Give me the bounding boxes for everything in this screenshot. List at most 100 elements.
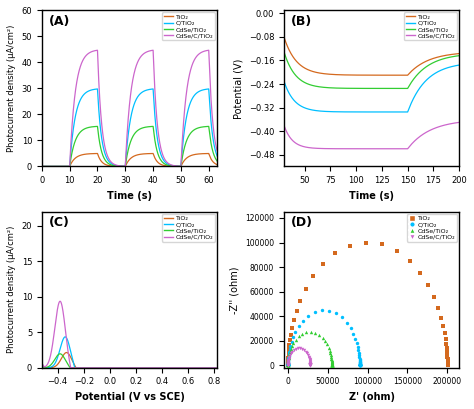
C/TiO₂ [356,362,364,369]
C/TiO₂ [356,354,363,360]
C/TiO₂ [356,358,364,365]
CdSe/C/TiO₂ [284,360,292,366]
TiO₂ [69,159,75,164]
TiO₂ [346,243,354,249]
C/TiO₂ [456,63,462,67]
C/TiO₂ [353,340,361,346]
CdSe/TiO₂ [323,341,331,348]
TiO₂ [285,345,293,352]
CdSe/C/TiO₂ [307,362,314,368]
C/TiO₂ [62,335,68,339]
CdSe/TiO₂ [287,346,294,353]
CdSe/TiO₂ [328,362,336,369]
C/TiO₂ [284,361,292,368]
TiO₂ [444,350,451,357]
C/TiO₂ [356,362,364,369]
TiO₂ [331,250,339,257]
C/TiO₂ [59,164,64,169]
TiO₂ [281,34,287,39]
CdSe/C/TiO₂ [307,361,314,368]
CdSe/TiO₂ [284,362,292,368]
TiO₂ [284,361,292,367]
C/TiO₂ [284,359,292,365]
CdSe/C/TiO₂ [405,146,410,151]
CdSe/TiO₂ [284,360,292,366]
CdSe/TiO₂ [328,362,336,369]
CdSe/C/TiO₂ [307,362,314,369]
TiO₂ [444,358,451,364]
C/TiO₂ [39,164,45,169]
CdSe/C/TiO₂ [307,362,314,369]
TiO₂ [284,362,292,368]
TiO₂ [284,361,292,367]
C/TiO₂ [288,339,295,345]
C/TiO₂ [211,140,217,145]
TiO₂ [444,360,451,367]
CdSe/TiO₂ [328,362,336,369]
CdSe/TiO₂ [69,149,75,154]
CdSe/C/TiO₂ [306,356,313,363]
CdSe/TiO₂ [328,361,336,368]
TiO₂ [293,308,301,315]
C/TiO₂ [292,328,299,335]
CdSe/TiO₂ [328,354,335,360]
TiO₂ [210,365,215,370]
TiO₂ [286,342,293,348]
CdSe/C/TiO₂ [214,365,220,370]
C/TiO₂ [356,357,364,363]
CdSe/C/TiO₂ [307,362,314,369]
CdSe/TiO₂ [321,338,329,344]
CdSe/C/TiO₂ [214,148,220,153]
C/TiO₂ [285,349,293,355]
CdSe/C/TiO₂ [307,362,314,368]
Line: CdSe/C/TiO₂: CdSe/C/TiO₂ [284,122,459,149]
CdSe/C/TiO₂ [284,360,292,367]
CdSe/C/TiO₂ [284,358,292,364]
TiO₂ [284,362,292,369]
CdSe/C/TiO₂ [307,362,314,369]
TiO₂ [444,362,451,368]
C/TiO₂ [350,330,357,337]
TiO₂ [319,261,327,267]
C/TiO₂ [356,360,364,367]
CdSe/TiO₂ [315,331,323,338]
CdSe/TiO₂ [328,362,336,369]
CdSe/TiO₂ [328,361,336,368]
C/TiO₂ [356,361,364,368]
CdSe/C/TiO₂ [284,361,292,368]
X-axis label: Time (s): Time (s) [107,191,152,201]
TiO₂ [284,362,292,368]
CdSe/C/TiO₂ [362,146,367,151]
CdSe/C/TiO₂ [307,362,314,369]
Line: CdSe/TiO₂: CdSe/TiO₂ [284,52,459,88]
Line: CdSe/C/TiO₂: CdSe/C/TiO₂ [42,50,217,166]
C/TiO₂ [286,346,293,353]
CdSe/TiO₂ [328,361,336,368]
TiO₂ [192,152,198,157]
CdSe/TiO₂ [328,360,336,366]
C/TiO₂ [214,153,220,158]
TiO₂ [284,362,292,369]
C/TiO₂ [356,362,364,368]
C/TiO₂ [347,325,355,332]
TiO₂ [284,362,292,369]
C/TiO₂ [338,314,346,321]
Line: CdSe/TiO₂: CdSe/TiO₂ [42,354,217,368]
CdSe/TiO₂ [284,361,292,368]
Y-axis label: Photocurrent density (μA/cm²): Photocurrent density (μA/cm²) [7,226,16,353]
C/TiO₂ [343,319,351,326]
C/TiO₂ [355,350,363,356]
CdSe/TiO₂ [67,365,73,370]
CdSe/TiO₂ [284,361,292,368]
CdSe/C/TiO₂ [284,362,292,369]
C/TiO₂ [210,365,215,370]
TiO₂ [290,54,296,59]
C/TiO₂ [356,357,364,364]
TiO₂ [285,355,292,361]
C/TiO₂ [284,362,292,368]
TiO₂ [425,282,432,288]
TiO₂ [444,362,451,369]
CdSe/TiO₂ [284,362,292,369]
TiO₂ [405,73,410,78]
X-axis label: Time (s): Time (s) [349,191,394,201]
